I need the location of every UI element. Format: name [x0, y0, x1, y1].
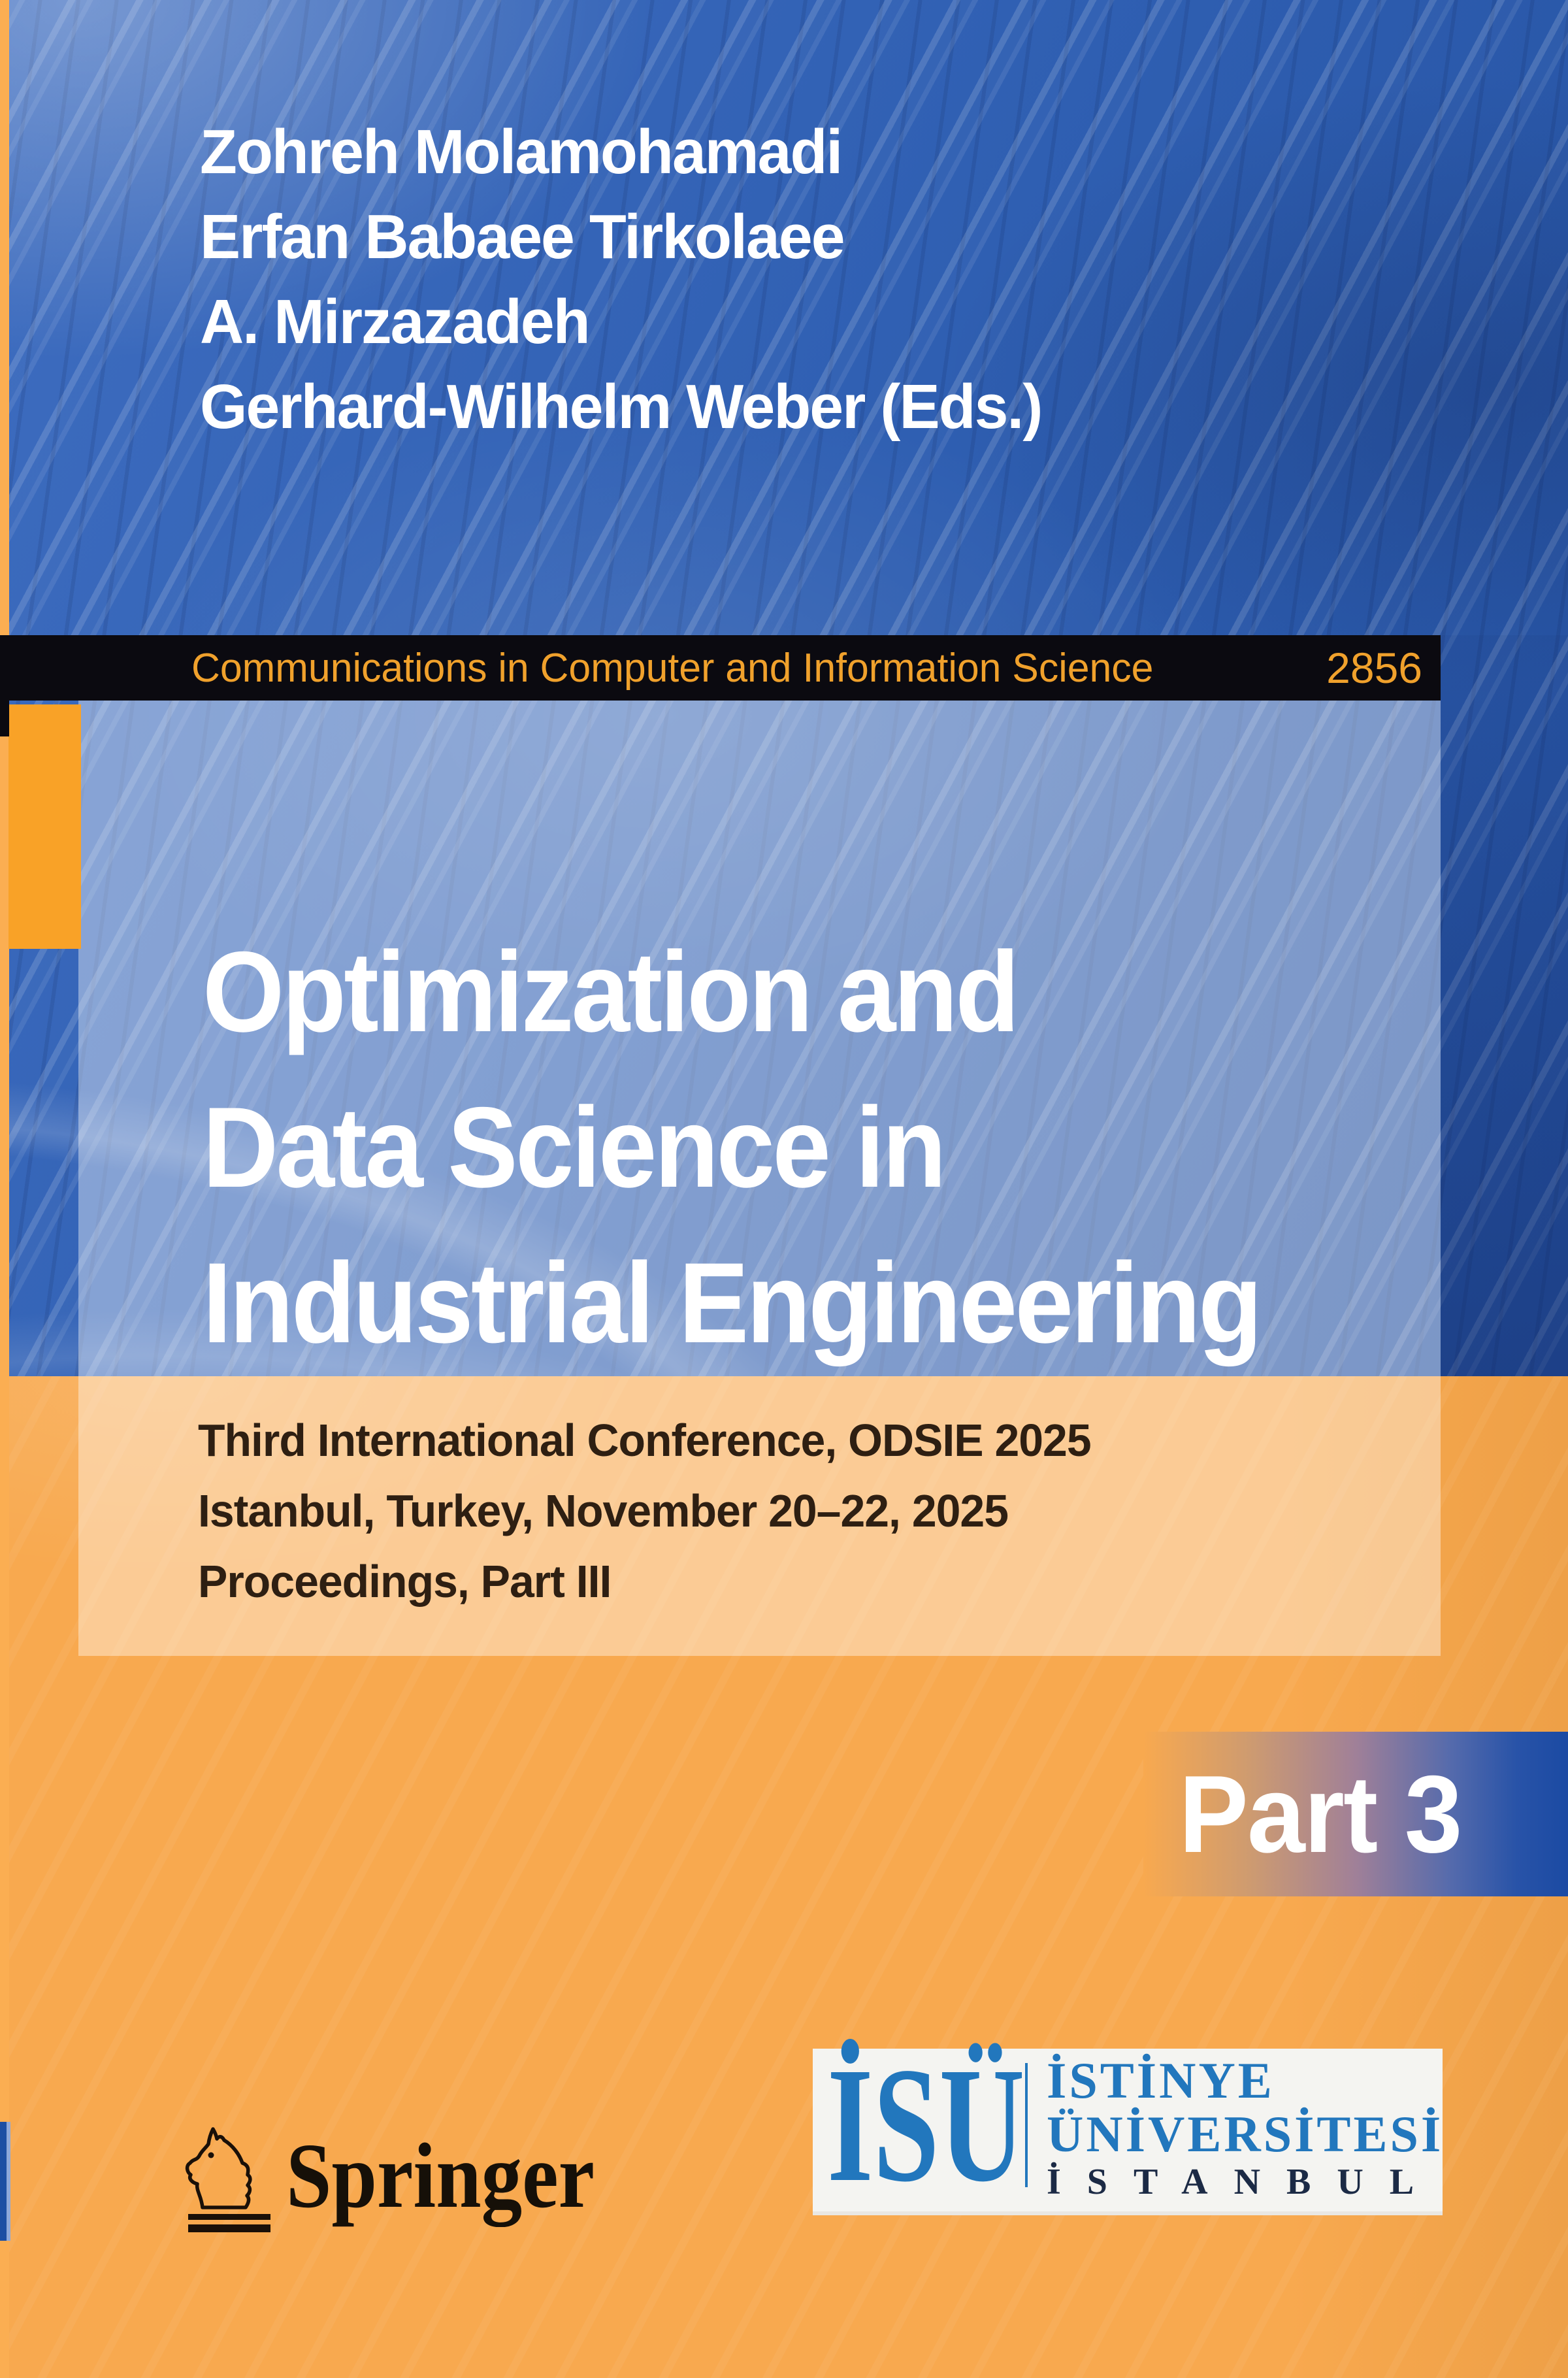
- book-subtitle-line: Third International Conference, ODSIE 20…: [198, 1415, 1092, 1466]
- university-name-line-1: İSTİNYE: [1047, 2052, 1275, 2109]
- orange-accent-block: [8, 704, 81, 949]
- university-logo-divider: [1025, 2063, 1028, 2187]
- springer-wordmark: Springer: [286, 2124, 595, 2227]
- book-title-line: Data Science in: [203, 1084, 947, 1212]
- author-name: A. Mirzazadeh: [200, 287, 591, 357]
- series-number: 2856: [1326, 644, 1422, 692]
- series-bar-notch: [0, 699, 9, 736]
- university-name-line-2: ÜNİVERSİTESİ: [1047, 2106, 1444, 2162]
- authors-block: Zohreh Molamohamadi Erfan Babaee Tirkola…: [200, 110, 1068, 450]
- author-name: Zohreh Molamohamadi: [200, 117, 843, 187]
- book-title: Optimization and Data Science in Industr…: [203, 915, 1352, 1381]
- left-edge-stripe: [0, 0, 9, 2378]
- author-name: Gerhard-Wilhelm Weber (Eds.): [200, 372, 1043, 442]
- book-title-line: Optimization and: [203, 929, 1020, 1056]
- springer-horse-icon: [185, 2127, 270, 2232]
- part-3-label: Part 3: [1178, 1752, 1462, 1875]
- title-panel-overlay: [78, 701, 1441, 1656]
- bottom-left-accent-stripe: [0, 2122, 10, 2241]
- right-edge-shade: [1441, 635, 1568, 1376]
- book-subtitle: Third International Conference, ODSIE 20…: [198, 1405, 1119, 1617]
- series-title: Communications in Computer and Informati…: [191, 645, 1154, 691]
- part-3-badge: Part 3: [1143, 1732, 1568, 1896]
- author-name: Erfan Babaee Tirkolaee: [200, 202, 845, 272]
- university-abbreviation: İSÜ: [827, 2033, 1025, 2216]
- book-subtitle-line: Istanbul, Turkey, November 20–22, 2025: [198, 1485, 1009, 1536]
- series-bar: Communications in Computer and Informati…: [0, 635, 1441, 701]
- book-subtitle-line: Proceedings, Part III: [198, 1556, 612, 1607]
- university-logo-box: İSÜ İSTİNYE ÜNİVERSİTESİ İSTANBUL: [813, 2042, 1444, 2215]
- university-city: İSTANBUL: [1047, 2162, 1441, 2202]
- book-title-line: Industrial Engineering: [203, 1240, 1262, 1367]
